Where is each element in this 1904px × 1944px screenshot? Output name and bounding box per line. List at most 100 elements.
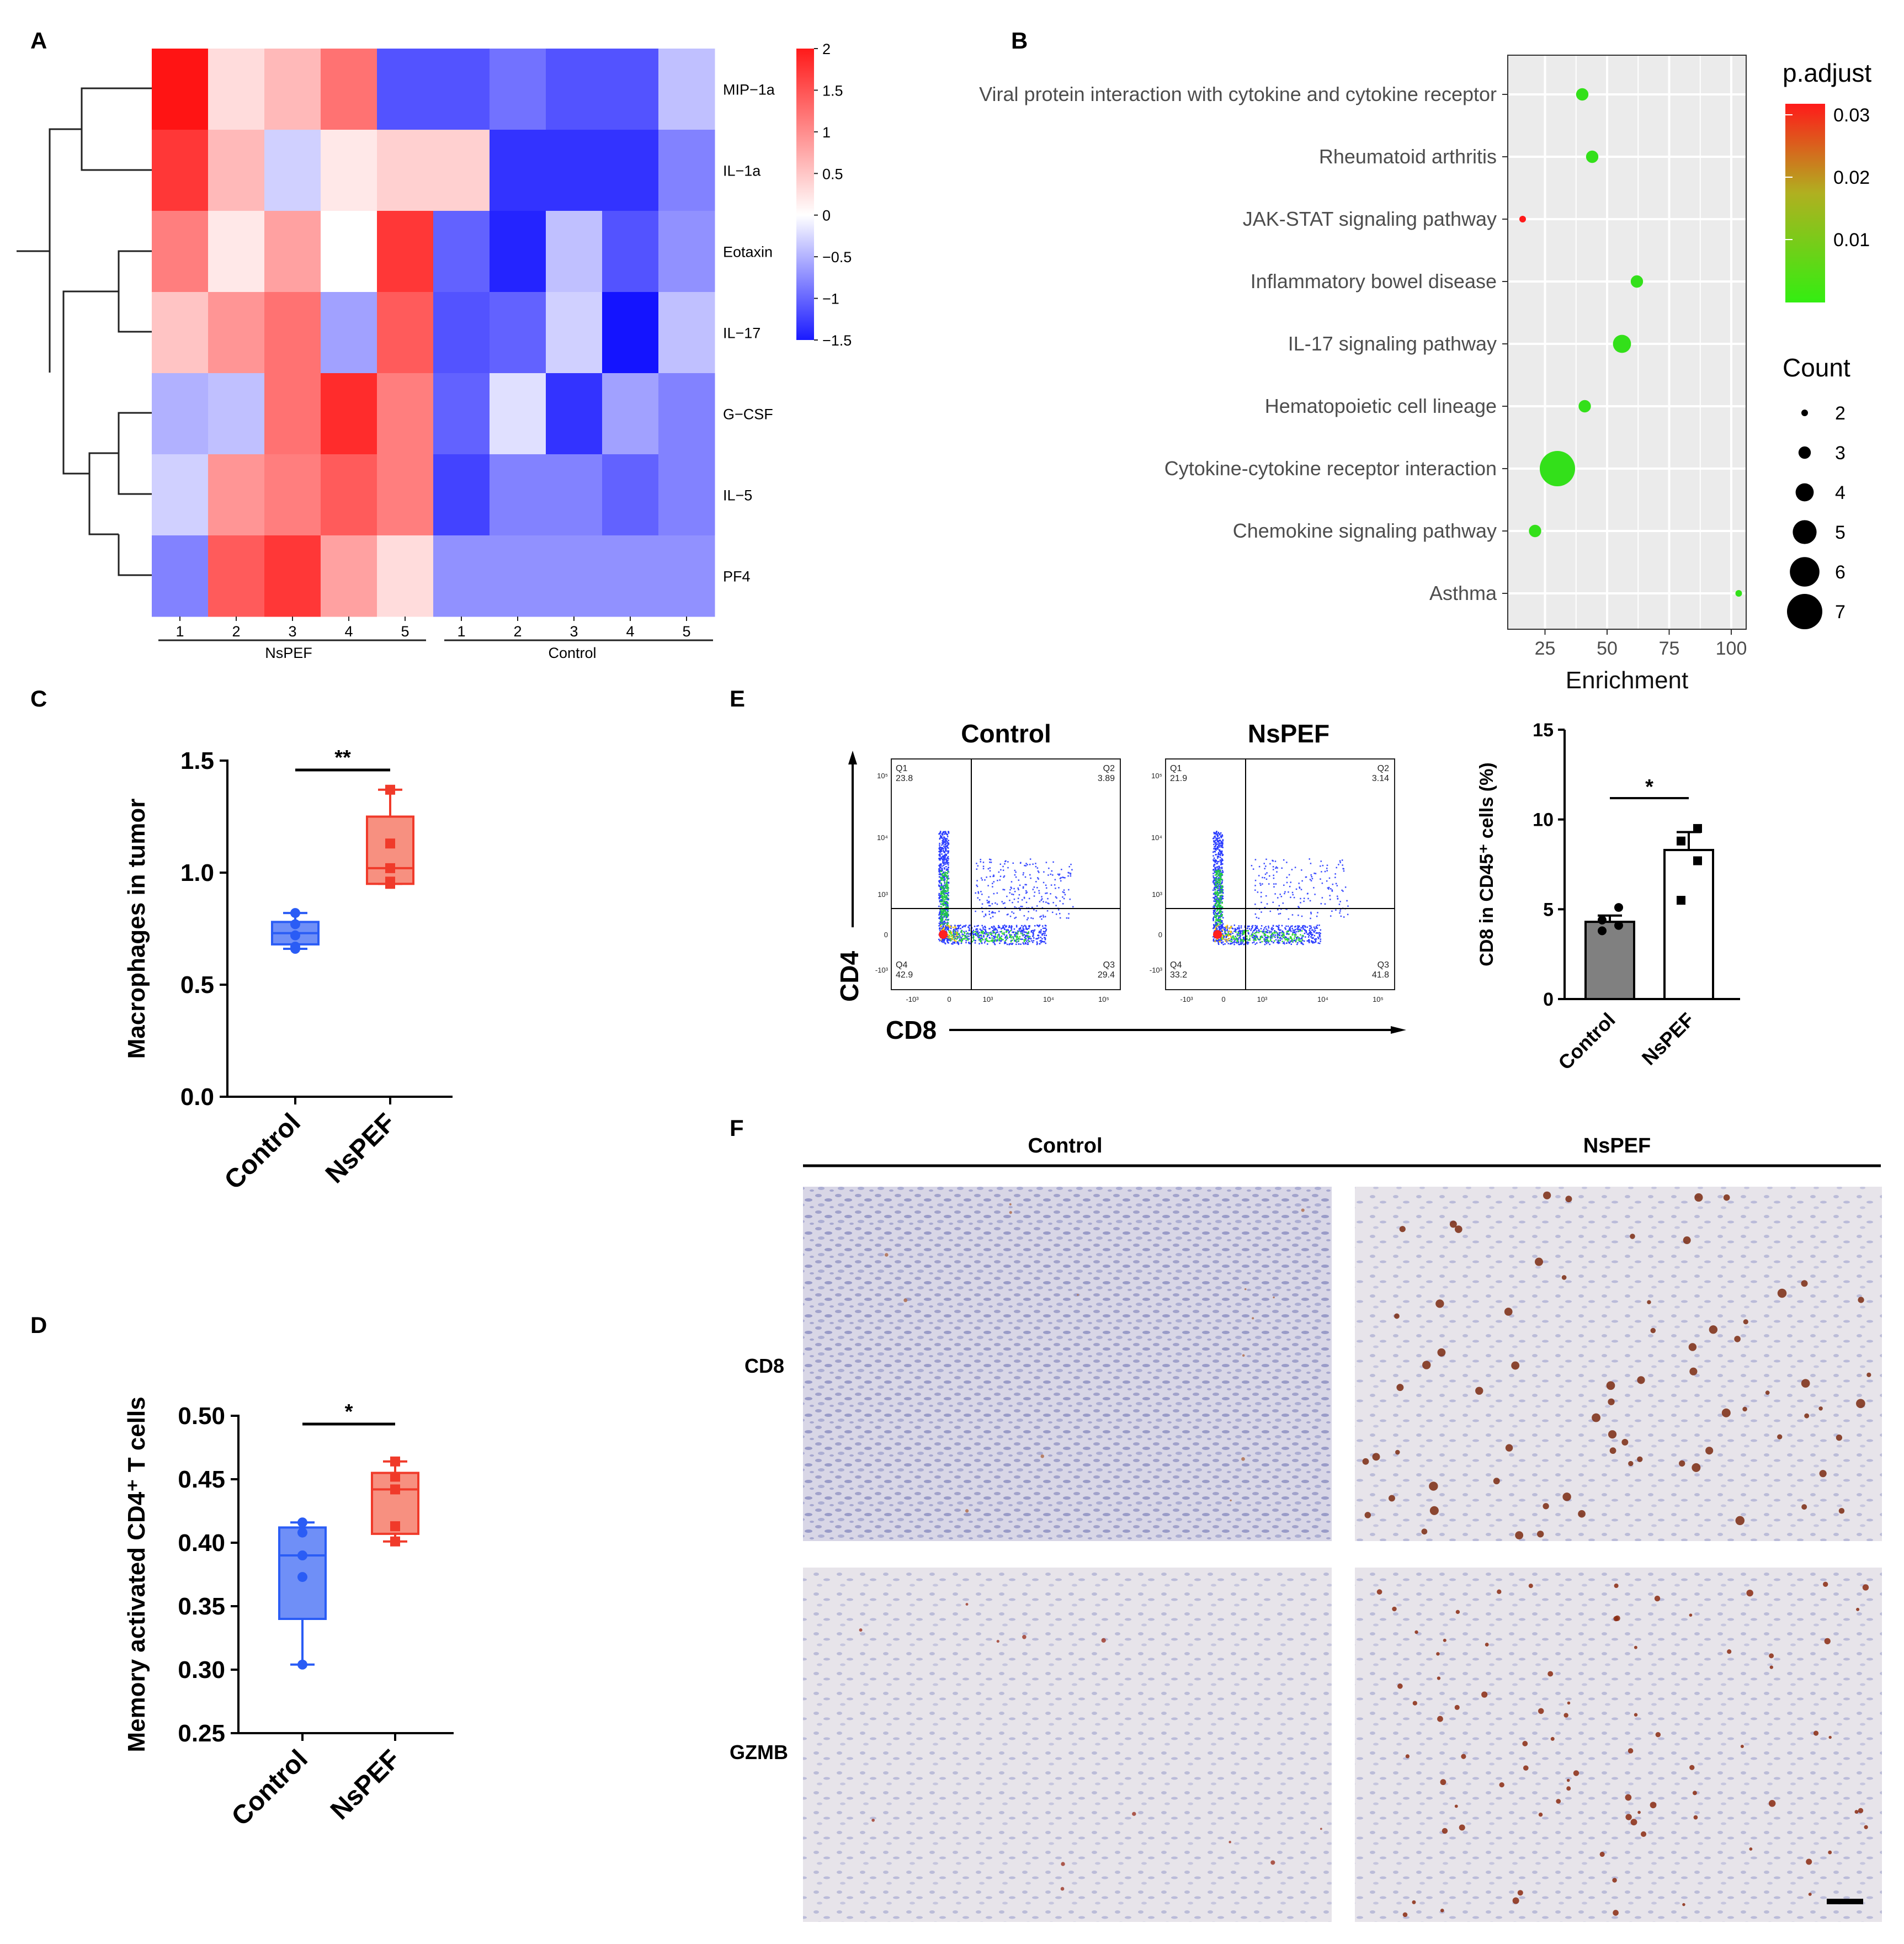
flow-event (1220, 899, 1222, 900)
flow-event (981, 937, 982, 939)
flow-event (1279, 934, 1280, 936)
flow-event (1320, 865, 1321, 867)
flow-event (1222, 854, 1224, 856)
flow-event (945, 875, 948, 878)
flow-event (1070, 873, 1072, 875)
flow-event (938, 897, 940, 900)
flow-event (1320, 932, 1321, 934)
flow-event (1215, 885, 1217, 886)
flow-event (1222, 891, 1224, 893)
ihc-stain-spot (1556, 1799, 1561, 1804)
flow-event (1025, 927, 1027, 929)
heatmap-cell (433, 211, 490, 293)
flow-event (945, 840, 948, 842)
flow-event (966, 937, 968, 939)
flow-event (1214, 916, 1216, 918)
flow-event (939, 851, 941, 852)
flow-event (1043, 916, 1045, 918)
ihc-stain-spot (1550, 1736, 1555, 1741)
flow-event (1277, 936, 1279, 938)
flow-event (1001, 939, 1003, 941)
flow-event (987, 885, 989, 886)
bar-y-label: CD8 in CD45⁺ cells (%) (1476, 762, 1497, 966)
flow-event (942, 913, 944, 915)
flow-event (1297, 927, 1299, 928)
flow-event (944, 897, 945, 899)
flow-event (943, 903, 944, 905)
flow-event (1275, 925, 1278, 927)
flow-event (1216, 835, 1219, 837)
heatmap-cell (546, 454, 603, 536)
flow-event (964, 932, 966, 934)
flow-event (1221, 885, 1222, 888)
flow-event (948, 843, 950, 845)
flow-event (946, 844, 949, 847)
flow-event (1022, 934, 1024, 936)
flow-event (945, 843, 946, 845)
flow-event (943, 867, 945, 869)
flow-event (1010, 937, 1012, 939)
flow-event (1239, 933, 1241, 935)
flow-event (983, 932, 986, 934)
flow-event (1059, 917, 1061, 919)
flow-event (1066, 917, 1068, 919)
flow-event (939, 912, 941, 915)
flow-event (1291, 914, 1294, 916)
flow-event (941, 909, 943, 911)
flow-event (1286, 909, 1288, 910)
ihc-stain-spot (1769, 1653, 1774, 1659)
flow-event (956, 928, 958, 930)
flow-event (1217, 943, 1220, 946)
flow-event (941, 893, 943, 895)
dotplot-point (1630, 275, 1644, 288)
flow-event (1296, 939, 1297, 941)
flow-event (944, 878, 946, 880)
flow-event (968, 936, 970, 937)
flow-event (1028, 936, 1030, 938)
ihc-stain-spot (1455, 1610, 1460, 1614)
flow-event (945, 914, 947, 916)
flow-event (1036, 905, 1038, 907)
ihc-stain-spot (1806, 1858, 1812, 1865)
flow-event (978, 943, 980, 945)
flow-event (1217, 917, 1220, 919)
flow-event (1040, 915, 1042, 917)
flow-event (1302, 925, 1304, 927)
flow-event (988, 934, 990, 936)
panel-letter-f: F (730, 1115, 744, 1141)
flow-event (952, 927, 954, 928)
flow-event (991, 883, 993, 884)
flow-event (975, 910, 976, 912)
flow-event (983, 934, 985, 937)
flow-event (958, 943, 960, 946)
flow-event (1212, 875, 1214, 877)
flow-event (1215, 900, 1217, 902)
flow-event (1215, 844, 1217, 847)
flow-event (990, 940, 992, 942)
flow-event (1008, 926, 1010, 928)
flow-event (1045, 884, 1047, 886)
heatmap-cell (490, 292, 546, 374)
flow-event (1027, 928, 1028, 930)
heatmap-cell (321, 373, 377, 455)
flow-event (1216, 892, 1217, 894)
flow-event (1215, 849, 1217, 851)
flow-event (1055, 913, 1057, 915)
flow-event (1044, 937, 1045, 939)
flow-event (1240, 936, 1241, 938)
flow-event (1293, 939, 1295, 942)
flow-event (999, 937, 1001, 939)
flow-event (1217, 856, 1219, 857)
flow-event (1025, 884, 1027, 886)
flow-event (949, 931, 951, 933)
flow-event (1299, 930, 1301, 932)
flow-event (1300, 927, 1302, 929)
dotplot-pathway-label: Hematopoietic cell lineage (1265, 395, 1497, 417)
flow-event (942, 912, 943, 914)
flow-event (988, 902, 990, 904)
flow-event (1236, 940, 1238, 942)
flow-event (1265, 931, 1268, 932)
flow-event (1264, 931, 1267, 933)
